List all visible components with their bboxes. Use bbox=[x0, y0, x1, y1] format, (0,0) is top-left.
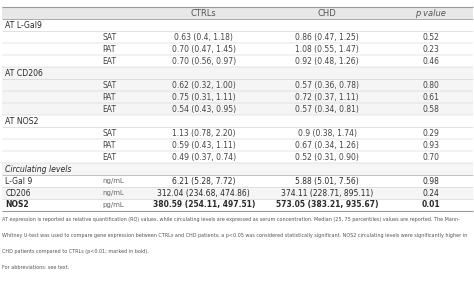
Text: 0.52 (0.31, 0.90): 0.52 (0.31, 0.90) bbox=[295, 152, 359, 162]
Text: 0.01: 0.01 bbox=[421, 200, 440, 210]
Text: 0.67 (0.34, 1.26): 0.67 (0.34, 1.26) bbox=[295, 141, 359, 150]
Bar bbox=[2, 115, 473, 127]
Text: EAT: EAT bbox=[102, 105, 117, 113]
Text: 1.08 (0.55, 1.47): 1.08 (0.55, 1.47) bbox=[295, 45, 359, 54]
Bar bbox=[2, 19, 473, 31]
Text: 0.75 (0.31, 1.11): 0.75 (0.31, 1.11) bbox=[172, 93, 236, 102]
Text: 5.88 (5.01, 7.56): 5.88 (5.01, 7.56) bbox=[295, 177, 359, 186]
Bar bbox=[2, 163, 473, 175]
Text: NOS2: NOS2 bbox=[5, 200, 29, 210]
Text: EAT: EAT bbox=[102, 57, 117, 66]
Text: 0.23: 0.23 bbox=[422, 45, 439, 54]
Text: 0.24: 0.24 bbox=[422, 189, 439, 198]
Text: 0.29: 0.29 bbox=[422, 129, 439, 138]
Bar bbox=[2, 175, 473, 187]
Text: 0.54 (0.43, 0.95): 0.54 (0.43, 0.95) bbox=[172, 105, 236, 113]
Text: PAT: PAT bbox=[102, 45, 116, 54]
Bar bbox=[2, 67, 473, 79]
Text: 380.59 (254.11, 497.51): 380.59 (254.11, 497.51) bbox=[153, 200, 255, 210]
Text: 573.05 (383.21, 935.67): 573.05 (383.21, 935.67) bbox=[276, 200, 378, 210]
Bar bbox=[2, 187, 473, 199]
Text: 0.62 (0.32, 1.00): 0.62 (0.32, 1.00) bbox=[172, 81, 236, 90]
Text: 0.98: 0.98 bbox=[422, 177, 439, 186]
Text: CTRLs: CTRLs bbox=[191, 9, 217, 18]
Text: ng/mL: ng/mL bbox=[102, 190, 124, 196]
Text: 0.86 (0.47, 1.25): 0.86 (0.47, 1.25) bbox=[295, 33, 359, 42]
Text: AT L-Gal9: AT L-Gal9 bbox=[5, 21, 42, 30]
Text: 0.58: 0.58 bbox=[422, 105, 439, 113]
Bar bbox=[2, 7, 473, 19]
Bar bbox=[2, 151, 473, 163]
Bar bbox=[2, 91, 473, 103]
Text: 0.9 (0.38, 1.74): 0.9 (0.38, 1.74) bbox=[298, 129, 356, 138]
Text: 0.49 (0.37, 0.74): 0.49 (0.37, 0.74) bbox=[172, 152, 236, 162]
Text: 0.92 (0.48, 1.26): 0.92 (0.48, 1.26) bbox=[295, 57, 359, 66]
Text: 0.70 (0.56, 0.97): 0.70 (0.56, 0.97) bbox=[172, 57, 236, 66]
Text: 0.70 (0.47, 1.45): 0.70 (0.47, 1.45) bbox=[172, 45, 236, 54]
Text: 0.59 (0.43, 1.11): 0.59 (0.43, 1.11) bbox=[172, 141, 236, 150]
Text: L-Gal 9: L-Gal 9 bbox=[5, 177, 32, 186]
Text: 0.57 (0.34, 0.81): 0.57 (0.34, 0.81) bbox=[295, 105, 359, 113]
Bar bbox=[2, 31, 473, 43]
Text: SAT: SAT bbox=[102, 129, 117, 138]
Text: CHD patients compared to CTRLs (p<0.01; marked in bold).: CHD patients compared to CTRLs (p<0.01; … bbox=[2, 249, 149, 254]
Text: SAT: SAT bbox=[102, 81, 117, 90]
Text: 1.13 (0.78, 2.20): 1.13 (0.78, 2.20) bbox=[172, 129, 236, 138]
Text: 0.57 (0.36, 0.78): 0.57 (0.36, 0.78) bbox=[295, 81, 359, 90]
Text: SAT: SAT bbox=[102, 33, 117, 42]
Text: EAT: EAT bbox=[102, 152, 117, 162]
Text: PAT: PAT bbox=[102, 93, 116, 102]
Text: CD206: CD206 bbox=[5, 189, 31, 198]
Bar bbox=[2, 139, 473, 151]
Text: ng/mL: ng/mL bbox=[102, 178, 124, 184]
Text: 0.80: 0.80 bbox=[422, 81, 439, 90]
Text: AT CD206: AT CD206 bbox=[5, 69, 43, 78]
Text: 0.63 (0.4, 1.18): 0.63 (0.4, 1.18) bbox=[174, 33, 233, 42]
Text: 0.61: 0.61 bbox=[422, 93, 439, 102]
Text: 0.52: 0.52 bbox=[422, 33, 439, 42]
Bar bbox=[2, 43, 473, 55]
Text: CHD: CHD bbox=[318, 9, 337, 18]
Text: 0.93: 0.93 bbox=[422, 141, 439, 150]
Text: 0.72 (0.37, 1.11): 0.72 (0.37, 1.11) bbox=[295, 93, 359, 102]
Text: For abbreviations: see text.: For abbreviations: see text. bbox=[2, 265, 70, 270]
Text: PAT: PAT bbox=[102, 141, 116, 150]
Text: 0.46: 0.46 bbox=[422, 57, 439, 66]
Text: Whitney U-test was used to compare gene expression between CTRLs and CHD patient: Whitney U-test was used to compare gene … bbox=[2, 233, 468, 238]
Text: Circulating levels: Circulating levels bbox=[5, 164, 72, 173]
Bar bbox=[2, 55, 473, 67]
Text: AT NOS2: AT NOS2 bbox=[5, 117, 38, 126]
Text: 6.21 (5.28, 7.72): 6.21 (5.28, 7.72) bbox=[172, 177, 236, 186]
Text: p value: p value bbox=[415, 9, 447, 18]
Text: pg/mL: pg/mL bbox=[102, 202, 124, 208]
Text: 0.70: 0.70 bbox=[422, 152, 439, 162]
Bar bbox=[2, 199, 473, 211]
Text: 312.04 (234.68, 474.86): 312.04 (234.68, 474.86) bbox=[157, 189, 250, 198]
Bar bbox=[2, 103, 473, 115]
Bar bbox=[2, 127, 473, 139]
Text: 374.11 (228.71, 895.11): 374.11 (228.71, 895.11) bbox=[281, 189, 373, 198]
Text: AT expression is reported as relative quantification (RQ) values, while circulat: AT expression is reported as relative qu… bbox=[2, 217, 460, 222]
Bar bbox=[2, 79, 473, 91]
